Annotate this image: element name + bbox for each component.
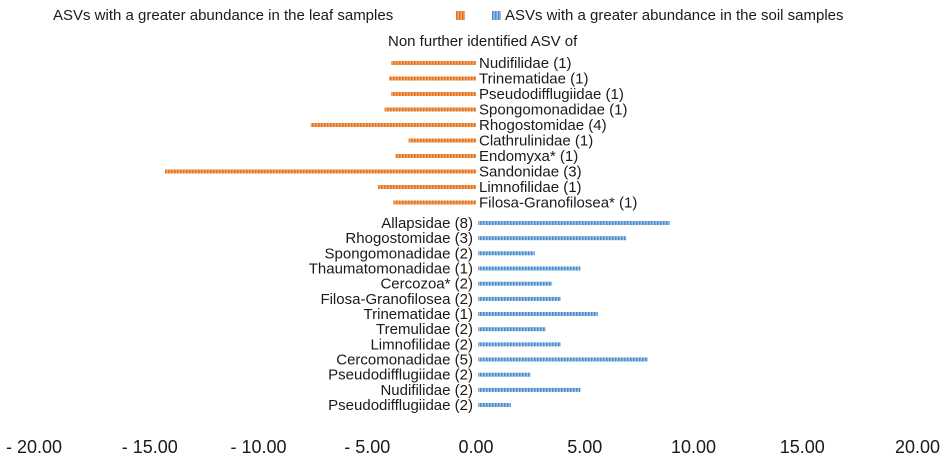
soil-bar-2 — [478, 236, 627, 241]
leaf-category-label-1: Nudifilidae (1) — [479, 55, 572, 72]
leaf-bar-4 — [384, 107, 476, 112]
leaf-bar-7 — [395, 154, 476, 158]
x-tick-label-6: 5.00 — [567, 437, 602, 457]
leaf-bar-9 — [378, 185, 476, 189]
leaf-bar-5 — [310, 123, 476, 127]
leaf-category-label-9: Limnofilidae (1) — [479, 179, 582, 196]
leaf-category-label-10: Filosa-Granofilosea* (1) — [479, 195, 637, 212]
soil-bar-5 — [478, 281, 553, 286]
leaf-category-label-3: Pseudodifflugiidae (1) — [479, 86, 624, 103]
soil-category-labels: Allapsidae (8)Rhogostomidae (3)Spongomon… — [309, 215, 473, 414]
soil-bars — [478, 221, 670, 407]
legend-soil-label: ASVs with a greater abundance in the soi… — [505, 7, 844, 24]
soil-category-label-5: Cercozoa* (2) — [380, 276, 473, 293]
x-tick-label-4: - 5.00 — [344, 437, 390, 457]
leaf-category-label-4: Spongomonadidae (1) — [479, 102, 627, 119]
soil-bar-12 — [478, 387, 581, 392]
x-tick-label-5: 0.00 — [458, 437, 493, 457]
soil-category-label-3: Spongomonadidae (2) — [325, 245, 473, 262]
soil-category-label-6: Filosa-Granofilosea (2) — [320, 291, 473, 308]
leaf-category-label-5: Rhogostomidae (4) — [479, 117, 607, 134]
soil-category-label-4: Thaumatomonadidae (1) — [309, 261, 473, 278]
leaf-category-label-6: Clathrulinidae (1) — [479, 133, 593, 150]
leaf-bars — [165, 61, 476, 205]
soil-category-label-10: Cercomonadidae (5) — [336, 352, 473, 369]
x-tick-label-2: - 15.00 — [122, 437, 178, 457]
leaf-bar-3 — [391, 92, 476, 96]
legend-leaf-label: ASVs with a greater abundance in the lea… — [53, 7, 393, 24]
soil-bar-7 — [478, 312, 598, 316]
x-tick-label-3: - 10.00 — [230, 437, 286, 457]
leaf-bar-1 — [391, 61, 476, 65]
leaf-category-label-7: Endomyxa* (1) — [479, 148, 578, 165]
leaf-bar-8 — [165, 169, 476, 174]
soil-bar-9 — [478, 342, 561, 347]
soil-category-label-12: Nudifilidae (2) — [380, 382, 473, 399]
x-tick-label-8: 15.00 — [780, 437, 825, 457]
x-tick-label-9: 20.00 — [895, 437, 940, 457]
soil-bar-4 — [478, 266, 581, 271]
legend-leaf-swatch — [456, 11, 465, 20]
group-heading: Non further identified ASV of — [388, 33, 578, 50]
soil-bar-6 — [478, 296, 561, 301]
soil-bar-10 — [478, 357, 648, 362]
leaf-bar-10 — [393, 200, 476, 205]
leaf-bar-6 — [408, 138, 476, 143]
soil-category-label-9: Limnofilidae (2) — [370, 336, 473, 353]
legend: ASVs with a greater abundance in the lea… — [53, 7, 844, 24]
soil-category-label-13: Pseudodifflugiidae (2) — [328, 397, 473, 414]
soil-bar-3 — [478, 251, 535, 256]
leaf-category-label-2: Trinematidae (1) — [479, 71, 588, 88]
legend-soil-swatch — [492, 11, 501, 20]
x-tick-label-7: 10.00 — [671, 437, 716, 457]
leaf-category-label-8: Sandonidae (3) — [479, 164, 582, 181]
leaf-category-labels: Nudifilidae (1)Trinematidae (1)Pseudodif… — [479, 55, 637, 212]
x-axis-tick-labels: - 20.00 - 15.00 - 10.00 - 5.00 0.00 5.00 10.00… — [6, 437, 940, 457]
soil-bar-13 — [478, 403, 511, 407]
soil-bar-11 — [478, 372, 531, 377]
soil-category-label-7: Trinematidae (1) — [364, 306, 473, 323]
soil-category-label-8: Tremulidae (2) — [376, 321, 473, 338]
soil-category-label-1: Allapsidae (8) — [381, 215, 473, 232]
soil-category-label-2: Rhogostomidae (3) — [345, 230, 473, 247]
soil-bar-1 — [478, 221, 670, 225]
leaf-bar-2 — [389, 76, 476, 81]
soil-category-label-11: Pseudodifflugiidae (2) — [328, 367, 473, 384]
soil-bar-8 — [478, 327, 546, 332]
x-tick-label-1: - 20.00 — [6, 437, 62, 457]
